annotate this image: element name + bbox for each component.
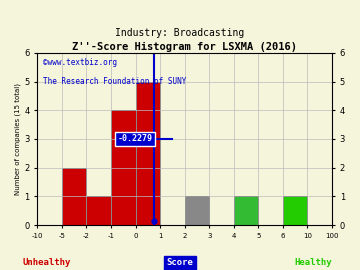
Bar [111, 110, 135, 225]
Text: Healthy: Healthy [294, 258, 332, 267]
Text: The Research Foundation of SUNY: The Research Foundation of SUNY [43, 77, 186, 86]
Text: ©www.textbiz.org: ©www.textbiz.org [43, 58, 117, 67]
Bar [86, 197, 111, 225]
Y-axis label: Number of companies (15 total): Number of companies (15 total) [15, 83, 22, 195]
Bar [283, 197, 307, 225]
Text: Unhealthy: Unhealthy [23, 258, 71, 267]
Text: Industry: Broadcasting: Industry: Broadcasting [115, 28, 245, 38]
Bar [62, 168, 86, 225]
Text: Score: Score [167, 258, 193, 267]
Title: Z''-Score Histogram for LSXMA (2016): Z''-Score Histogram for LSXMA (2016) [72, 42, 297, 52]
Bar [234, 197, 258, 225]
Bar [185, 197, 209, 225]
Text: -0.2279: -0.2279 [117, 134, 153, 143]
Bar [135, 82, 160, 225]
